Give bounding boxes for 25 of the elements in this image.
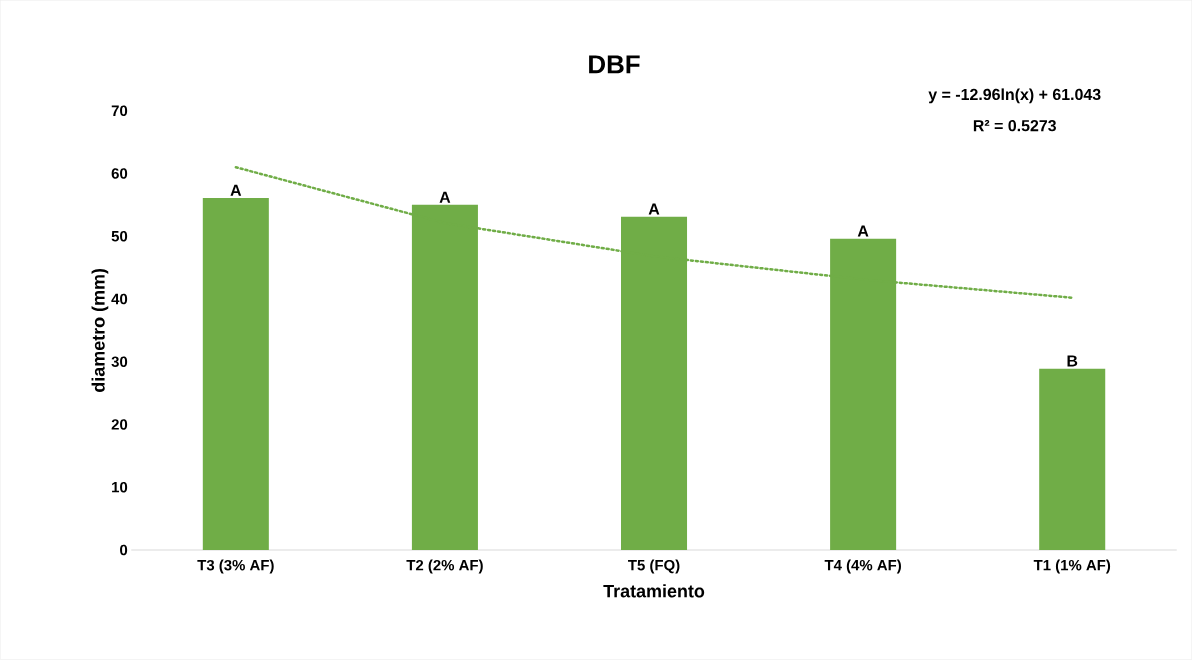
y-tick-label: 70 — [111, 105, 128, 117]
x-axis-title: Tratamiento — [603, 584, 705, 598]
y-tick-label: 20 — [111, 419, 128, 430]
x-tick-label: T2 (2% AF) — [406, 559, 483, 574]
annotation: B — [1067, 355, 1078, 367]
annotation: R² = 0.5273 — [973, 120, 1056, 132]
bar — [1039, 368, 1106, 551]
y-axis-title: diametro (mm) — [91, 269, 109, 393]
x-tick-label: T4 (4% AF) — [824, 559, 901, 574]
y-tick-label: 30 — [111, 356, 128, 368]
annotation: A — [857, 225, 869, 237]
annotation: A — [439, 191, 451, 203]
bar — [202, 198, 269, 551]
chart-title: DBF — [589, 55, 640, 74]
annotation: A — [230, 184, 242, 196]
x-tick-label: T5 (FQ) — [628, 559, 680, 574]
x-tick-label: T1 (1% AF) — [1033, 559, 1111, 574]
text: y = -12.96ln(x) + 61.043 — [928, 88, 1101, 104]
y-tick-label: 40 — [111, 293, 128, 305]
x-tick-label: T3 (3% AF) — [197, 559, 274, 574]
y-tick-label: 10 — [112, 482, 128, 493]
y-tick-label: 60 — [111, 168, 128, 179]
y-tick-label: 0 — [120, 544, 128, 556]
y-tick-label: 50 — [111, 231, 128, 242]
annotation: A — [648, 203, 660, 215]
